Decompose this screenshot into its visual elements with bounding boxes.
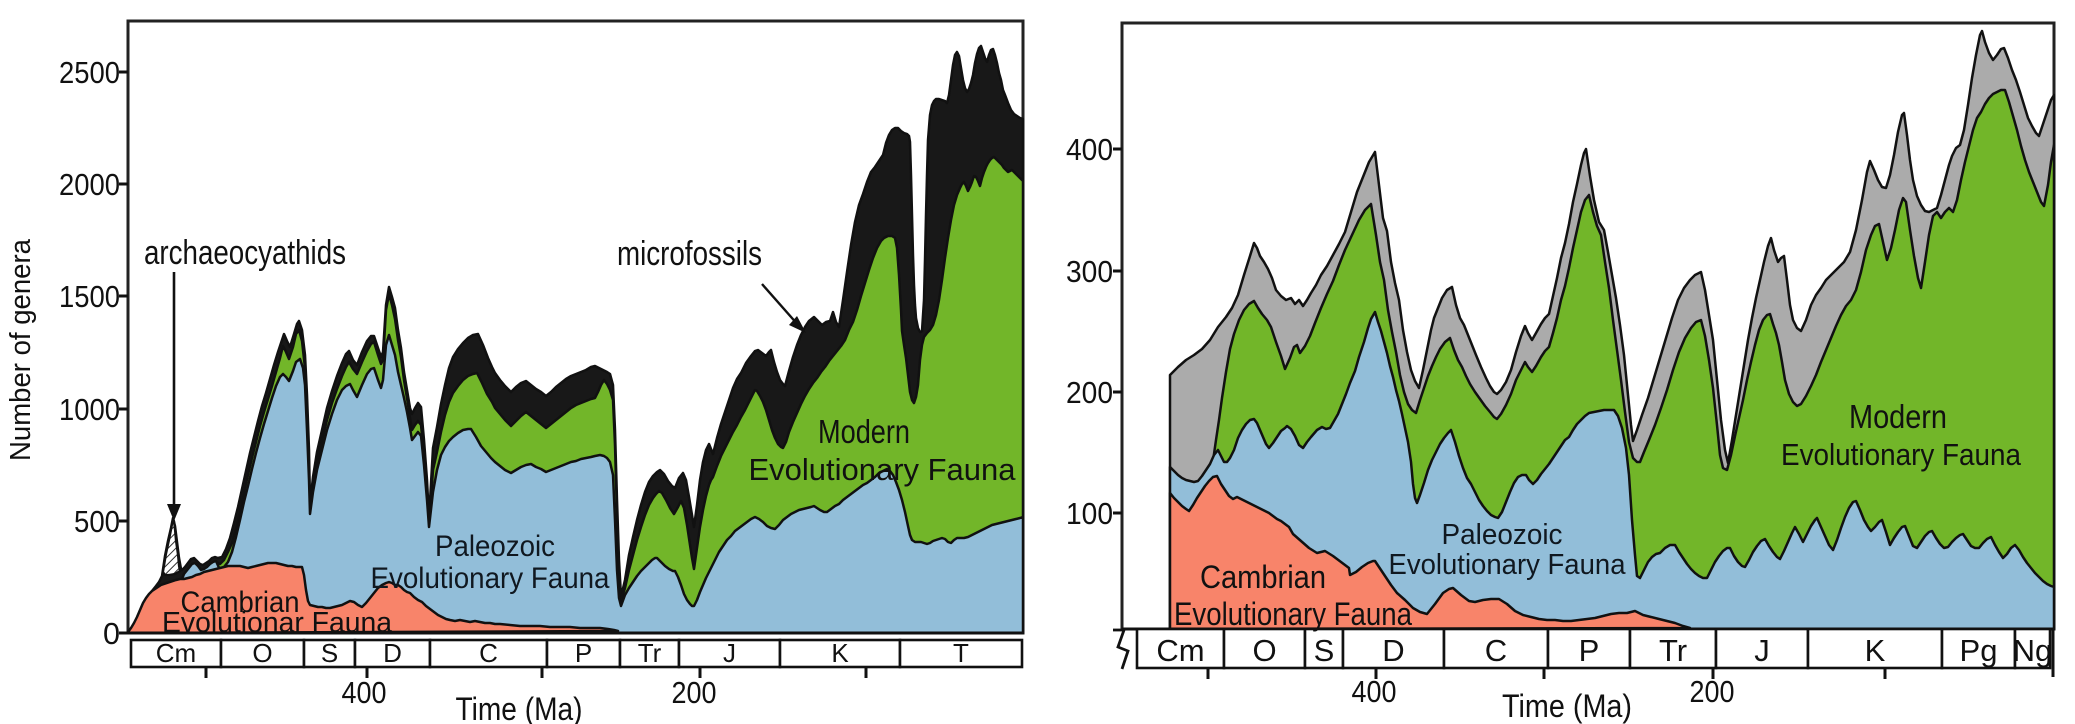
svg-text:Ng: Ng xyxy=(2013,633,2053,668)
svg-text:K: K xyxy=(1865,633,1886,668)
svg-text:archaeocyathids: archaeocyathids xyxy=(144,234,346,272)
svg-text:200: 200 xyxy=(1690,674,1735,709)
svg-text:100: 100 xyxy=(1066,496,1113,531)
svg-text:C: C xyxy=(1485,633,1507,668)
svg-text:Paleozoic: Paleozoic xyxy=(435,530,555,563)
svg-text:200: 200 xyxy=(1066,375,1113,410)
svg-text:Tr: Tr xyxy=(1659,633,1687,668)
svg-text:1500: 1500 xyxy=(59,279,120,314)
svg-text:O: O xyxy=(1252,633,1276,668)
svg-text:S: S xyxy=(1314,633,1335,668)
svg-text:Time (Ma): Time (Ma) xyxy=(456,691,583,724)
svg-text:2500: 2500 xyxy=(59,55,120,90)
svg-text:Evolutionary Fauna: Evolutionary Fauna xyxy=(1389,549,1627,581)
svg-text:Evolutionary Fauna: Evolutionary Fauna xyxy=(1174,596,1412,632)
svg-text:400: 400 xyxy=(342,675,387,710)
svg-text:Cm: Cm xyxy=(1156,633,1204,668)
svg-text:K: K xyxy=(831,638,849,668)
svg-text:microfossils: microfossils xyxy=(617,235,762,273)
svg-text:T: T xyxy=(953,638,969,668)
svg-text:400: 400 xyxy=(1066,132,1113,167)
svg-text:P: P xyxy=(575,638,592,668)
svg-text:Time (Ma): Time (Ma) xyxy=(1502,688,1632,724)
svg-text:Evolutionary Fauna: Evolutionary Fauna xyxy=(1781,437,2022,472)
svg-text:Cm: Cm xyxy=(156,638,196,668)
svg-text:D: D xyxy=(1382,633,1404,668)
svg-text:0: 0 xyxy=(103,616,120,651)
svg-text:J: J xyxy=(1754,633,1770,668)
svg-text:300: 300 xyxy=(1066,254,1113,289)
svg-text:S: S xyxy=(321,638,338,668)
svg-text:Cambrian: Cambrian xyxy=(1200,559,1326,595)
svg-text:P: P xyxy=(1579,633,1600,668)
svg-text:Modern: Modern xyxy=(1849,398,1947,435)
svg-text:2000: 2000 xyxy=(59,167,120,202)
svg-text:Tr: Tr xyxy=(638,638,662,668)
svg-text:1000: 1000 xyxy=(59,392,120,427)
svg-text:Number of genera: Number of genera xyxy=(5,238,37,461)
svg-text:500: 500 xyxy=(74,504,120,539)
svg-text:D: D xyxy=(383,638,402,668)
svg-text:Evolutionary Fauna: Evolutionary Fauna xyxy=(371,562,610,595)
svg-text:C: C xyxy=(479,638,498,668)
svg-text:400: 400 xyxy=(1352,674,1397,709)
svg-text:J: J xyxy=(723,638,736,668)
svg-text:Evolutionar Fauna: Evolutionar Fauna xyxy=(162,607,393,639)
svg-text:Paleozoic: Paleozoic xyxy=(1442,519,1563,551)
svg-text:Evolutionary Fauna: Evolutionary Fauna xyxy=(749,452,1017,487)
svg-text:Pg: Pg xyxy=(1960,633,1998,668)
svg-text:Modern: Modern xyxy=(818,413,910,450)
svg-text:200: 200 xyxy=(672,675,717,710)
svg-text:Cambrian: Cambrian xyxy=(181,586,300,619)
svg-text:O: O xyxy=(252,638,272,668)
